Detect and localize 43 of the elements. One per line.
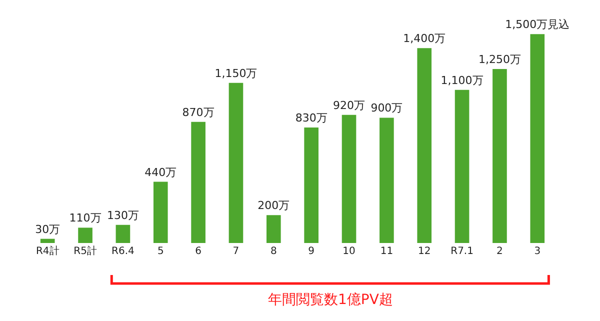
x-tick-label: 6 bbox=[195, 246, 202, 257]
data-label: 900万 bbox=[370, 102, 403, 115]
x-tick-label: 11 bbox=[380, 246, 394, 257]
x-tick-label: 3 bbox=[534, 246, 541, 257]
bar bbox=[266, 215, 281, 243]
data-label: 200万 bbox=[258, 199, 290, 212]
data-label: 920万 bbox=[333, 98, 366, 112]
bar bbox=[40, 238, 55, 243]
data-label: 1,100万 bbox=[440, 74, 484, 87]
x-tick-label: 12 bbox=[418, 246, 431, 257]
data-label: 1,250万 bbox=[478, 52, 521, 66]
x-tick-label: 9 bbox=[308, 246, 315, 257]
x-tick-label: 10 bbox=[342, 246, 356, 257]
bar bbox=[228, 82, 244, 243]
bar bbox=[342, 114, 356, 243]
bar bbox=[116, 224, 130, 243]
bar bbox=[380, 118, 394, 243]
bar bbox=[454, 90, 470, 243]
x-tick-label: 5 bbox=[157, 246, 164, 257]
data-label: 870万 bbox=[182, 106, 214, 119]
x-tick-label: 7 bbox=[232, 246, 240, 257]
data-label: 30万 bbox=[35, 222, 60, 236]
x-tick-label: R7.1 bbox=[450, 246, 474, 257]
data-label: 1,500万見込 bbox=[505, 18, 570, 32]
data-label: 830万 bbox=[295, 111, 328, 124]
x-tick-label: R5計 bbox=[74, 245, 97, 257]
bar bbox=[304, 127, 318, 243]
text: 年間閲覧数1億PV超 bbox=[268, 292, 393, 308]
x-tick-label: R6.4 bbox=[112, 246, 134, 257]
bar bbox=[417, 48, 432, 243]
bar bbox=[492, 68, 507, 243]
bar bbox=[191, 122, 206, 243]
x-tick-label: R4計 bbox=[36, 245, 60, 257]
data-label: 1,150万 bbox=[214, 66, 258, 80]
bar bbox=[78, 228, 92, 243]
data-label: 130万 bbox=[106, 208, 139, 222]
data-label: 110万 bbox=[69, 212, 102, 225]
bar bbox=[530, 34, 545, 243]
bar bbox=[153, 182, 168, 243]
data-label: 1,400万 bbox=[403, 32, 446, 46]
x-tick-label: 2 bbox=[496, 246, 503, 257]
x-tick-label: 8 bbox=[270, 246, 277, 257]
data-label: 440万 bbox=[144, 166, 177, 179]
